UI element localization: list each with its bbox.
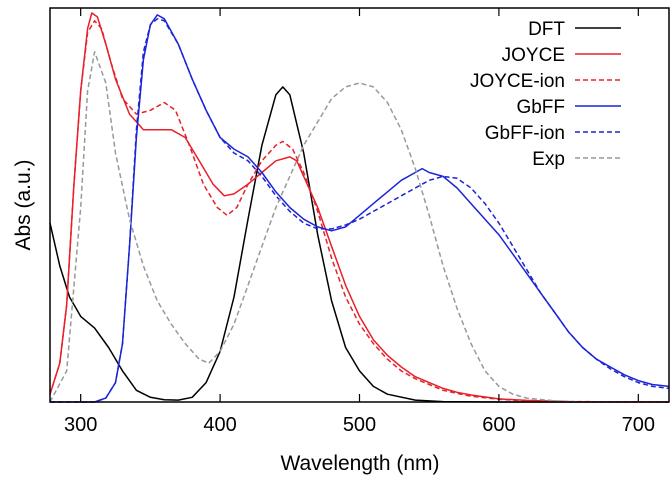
x-axis-title: Wavelength (nm) <box>280 452 439 475</box>
series-line-gbff-ion <box>50 18 670 403</box>
series-line-joyce-ion <box>49 20 670 403</box>
legend-label-gbff: GbFF <box>516 97 565 118</box>
series-layer <box>49 12 670 403</box>
legend-label-joyce-ion: JOYCE-ion <box>470 71 565 92</box>
x-tick-label: 300 <box>64 414 97 436</box>
series-line-exp <box>49 51 669 403</box>
x-tick-label: 500 <box>343 414 376 436</box>
series-line-gbff <box>50 14 670 403</box>
legend-label-dft: DFT <box>528 19 565 40</box>
x-tick-label: 700 <box>622 414 655 436</box>
legend-label-gbff-ion: GbFF-ion <box>485 123 565 144</box>
x-axis: 300 400 500 600 700 <box>64 8 655 436</box>
legend: DFT JOYCE JOYCE-ion GbFF GbFF-ion Exp <box>470 19 621 170</box>
legend-label-exp: Exp <box>532 149 565 170</box>
legend-label-joyce: JOYCE <box>502 45 565 66</box>
x-tick-label: 600 <box>482 414 515 436</box>
x-tick-label: 400 <box>203 414 236 436</box>
y-axis-title: Abs (a.u.) <box>12 159 35 250</box>
series-line-dft <box>49 86 669 403</box>
